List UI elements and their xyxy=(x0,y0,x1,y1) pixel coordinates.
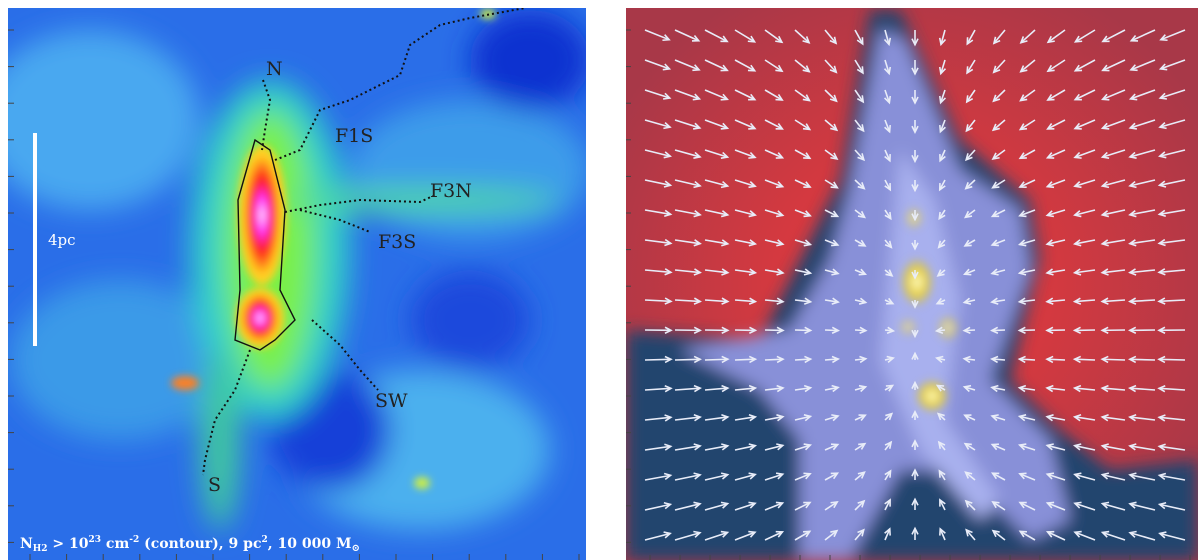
caption-part: ⊙ xyxy=(351,543,359,554)
scale-bar xyxy=(33,133,37,346)
arrow xyxy=(1102,359,1125,360)
caption-part: -2 xyxy=(129,535,139,545)
arrow xyxy=(705,359,728,360)
arrow xyxy=(1075,359,1095,360)
caption-part: 23 xyxy=(89,535,102,545)
filament-label: F3S xyxy=(378,231,416,253)
caption-part: cm xyxy=(101,536,129,552)
caption-part: N xyxy=(20,536,33,552)
caption-part: (contour), 9 pc xyxy=(139,536,261,552)
filament-label: F1S xyxy=(335,125,373,147)
velocity-map xyxy=(626,8,1198,560)
arrow xyxy=(675,359,700,360)
arrow xyxy=(645,359,671,360)
figure: 4pc N F1S F3N F3S SW S NH2 > 1023 cm-2 (… xyxy=(0,0,1198,560)
arrow xyxy=(1159,359,1185,360)
caption: NH2 > 1023 cm-2 (contour), 9 pc2, 10 000… xyxy=(20,535,360,554)
filament-label: F3N xyxy=(430,180,472,202)
filament-label: SW xyxy=(375,390,408,412)
scale-bar-label: 4pc xyxy=(48,231,76,249)
arrow xyxy=(1130,359,1155,360)
caption-part: , 10 000 M xyxy=(268,536,352,552)
arrow xyxy=(735,359,755,360)
filament-label: N xyxy=(266,58,283,80)
filament-label: S xyxy=(208,474,221,496)
caption-part: > 10 xyxy=(48,536,89,552)
caption-part: H2 xyxy=(33,544,48,554)
column-density-map: 4pc N F1S F3N F3S SW S NH2 > 1023 cm-2 (… xyxy=(0,8,590,560)
